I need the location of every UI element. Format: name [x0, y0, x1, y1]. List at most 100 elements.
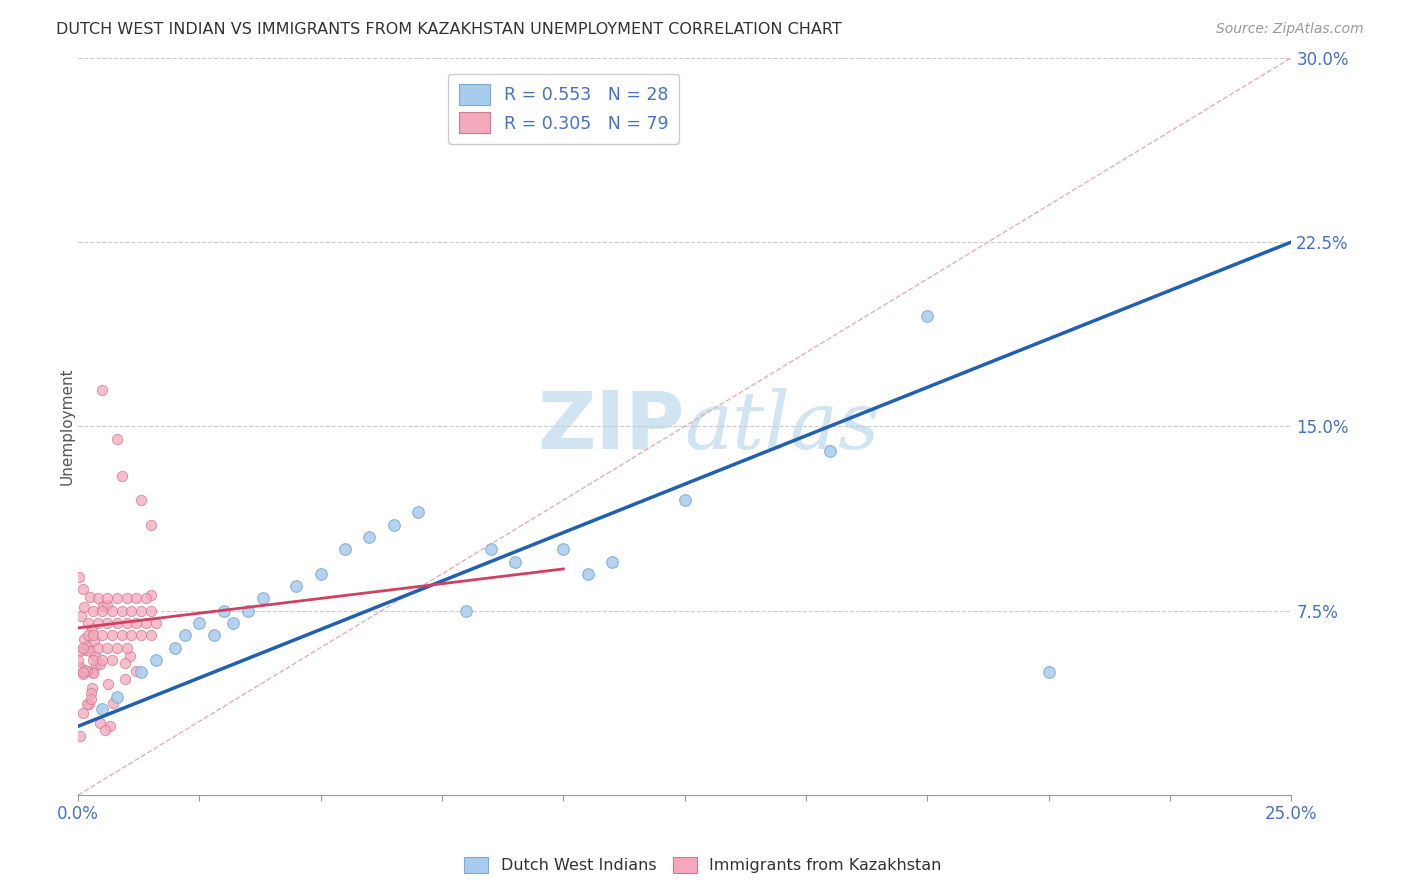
- Point: [82, 628, 104, 642]
- Point: [76, 697, 98, 711]
- Point: [252, 591, 274, 606]
- Point: [125, 591, 148, 606]
- Point: [79, 591, 101, 605]
- Point: [75, 663, 97, 677]
- Point: [86, 591, 108, 606]
- Point: [129, 665, 152, 680]
- Point: [72, 582, 94, 597]
- Point: [129, 493, 152, 508]
- Point: [82, 666, 104, 681]
- Point: [382, 517, 405, 532]
- Point: [98, 719, 121, 733]
- Point: [115, 591, 138, 606]
- Point: [125, 665, 148, 679]
- Point: [114, 672, 136, 686]
- Point: [91, 383, 114, 397]
- Point: [67, 643, 90, 657]
- Point: [82, 653, 104, 667]
- Text: DUTCH WEST INDIAN VS IMMIGRANTS FROM KAZAKHSTAN UNEMPLOYMENT CORRELATION CHART: DUTCH WEST INDIAN VS IMMIGRANTS FROM KAZ…: [56, 22, 842, 37]
- Point: [479, 542, 502, 557]
- Point: [69, 570, 91, 584]
- Point: [91, 653, 114, 667]
- Point: [406, 505, 429, 519]
- Point: [139, 604, 162, 618]
- Point: [129, 628, 152, 642]
- Point: [202, 628, 225, 642]
- Point: [72, 667, 94, 681]
- Point: [86, 615, 108, 630]
- Point: [67, 653, 90, 667]
- Point: [115, 640, 138, 655]
- Point: [72, 665, 94, 680]
- Point: [83, 648, 105, 663]
- Point: [105, 690, 128, 704]
- Point: [105, 640, 128, 655]
- Point: [96, 615, 118, 630]
- Point: [91, 702, 114, 716]
- Point: [96, 598, 118, 612]
- Point: [139, 517, 162, 532]
- Point: [145, 653, 167, 667]
- Point: [96, 640, 118, 655]
- Point: [83, 634, 105, 648]
- Point: [139, 588, 162, 602]
- Point: [125, 615, 148, 630]
- Point: [101, 628, 124, 642]
- Point: [600, 555, 623, 569]
- Point: [70, 608, 93, 623]
- Legend: R = 0.553   N = 28, R = 0.305   N = 79: R = 0.553 N = 28, R = 0.305 N = 79: [449, 74, 679, 144]
- Point: [173, 628, 195, 642]
- Point: [69, 729, 91, 743]
- Y-axis label: Unemployment: Unemployment: [59, 368, 75, 485]
- Point: [236, 604, 259, 618]
- Point: [69, 659, 91, 673]
- Point: [359, 530, 381, 544]
- Point: [76, 664, 98, 678]
- Point: [333, 542, 356, 557]
- Point: [111, 468, 134, 483]
- Point: [82, 604, 104, 618]
- Point: [576, 566, 599, 581]
- Point: [91, 628, 114, 642]
- Point: [820, 444, 842, 458]
- Point: [91, 599, 114, 613]
- Point: [111, 628, 134, 642]
- Point: [105, 615, 128, 630]
- Point: [135, 615, 157, 630]
- Point: [76, 639, 98, 653]
- Point: [114, 657, 136, 671]
- Point: [96, 591, 118, 606]
- Point: [121, 604, 143, 618]
- Point: [73, 599, 96, 614]
- Text: Source: ZipAtlas.com: Source: ZipAtlas.com: [1216, 22, 1364, 37]
- Point: [73, 632, 96, 646]
- Point: [96, 677, 118, 691]
- Point: [73, 643, 96, 657]
- Point: [80, 691, 103, 706]
- Point: [188, 615, 211, 630]
- Point: [120, 649, 142, 664]
- Point: [101, 604, 124, 618]
- Point: [129, 604, 152, 618]
- Point: [91, 604, 114, 618]
- Point: [165, 640, 187, 655]
- Point: [105, 591, 128, 606]
- Point: [222, 615, 245, 630]
- Point: [1038, 665, 1060, 680]
- Legend: Dutch West Indians, Immigrants from Kazakhstan: Dutch West Indians, Immigrants from Kaza…: [458, 850, 948, 880]
- Point: [76, 615, 98, 630]
- Point: [80, 681, 103, 695]
- Point: [89, 715, 111, 730]
- Point: [309, 566, 332, 581]
- Point: [84, 657, 107, 672]
- Point: [103, 697, 125, 711]
- Point: [115, 615, 138, 630]
- Point: [80, 686, 103, 700]
- Point: [89, 657, 111, 671]
- Point: [82, 665, 104, 679]
- Point: [121, 628, 143, 642]
- Text: atlas: atlas: [685, 388, 880, 465]
- Point: [135, 591, 157, 606]
- Point: [139, 628, 162, 642]
- Point: [456, 604, 478, 618]
